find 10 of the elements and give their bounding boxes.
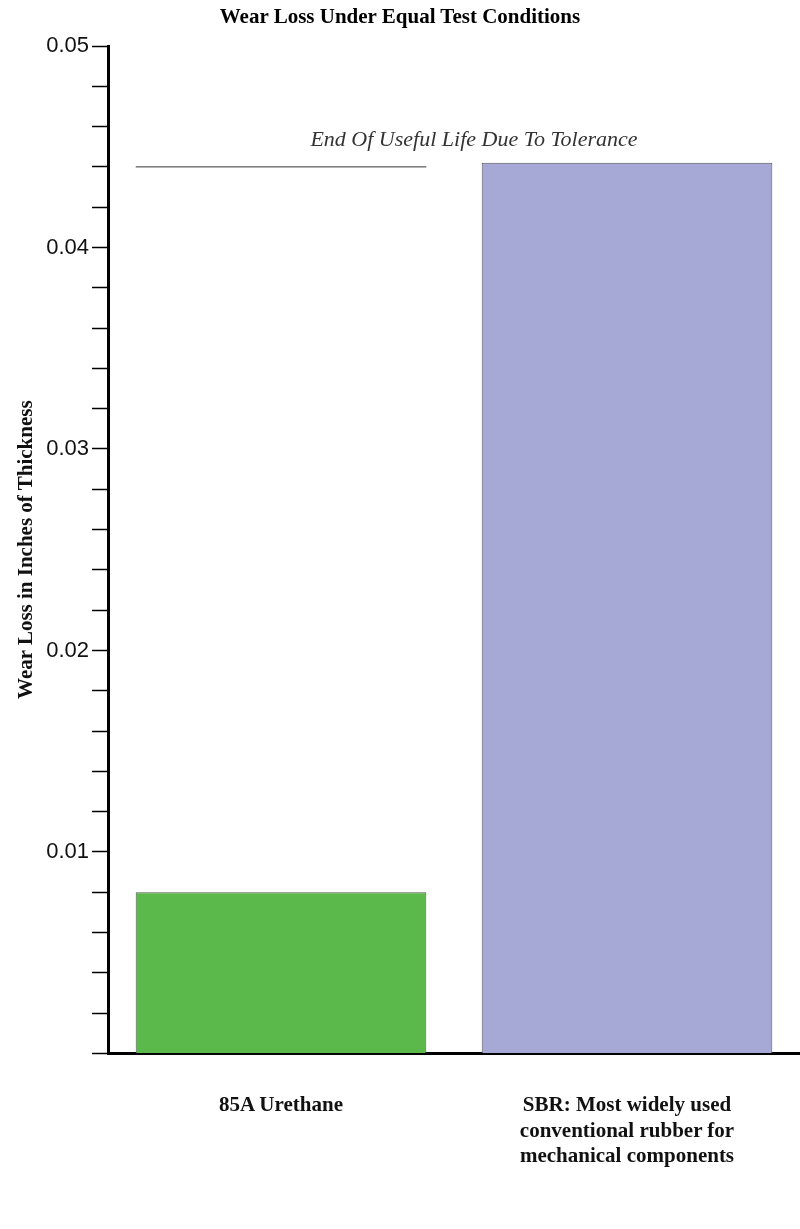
y-tick-label: 0.03 xyxy=(46,435,90,461)
y-tick-label: 0.04 xyxy=(46,233,90,259)
y-axis-title: Wear Loss in Inches of Thickness xyxy=(13,400,38,699)
x-tick-label: SBR: Most widely used conventional rubber for mechanical components xyxy=(519,1092,735,1167)
ref-line-label: End Of Useful Life Due To Tolerance xyxy=(309,125,638,151)
y-tick-label: 0.02 xyxy=(46,636,90,662)
chart-title: Wear Loss Under Equal Test Conditions xyxy=(218,3,582,29)
x-tick-label: 85A Urethane xyxy=(219,1092,343,1117)
y-tick-label: 0.01 xyxy=(46,837,90,863)
y-tick-label: 0.05 xyxy=(46,32,90,58)
